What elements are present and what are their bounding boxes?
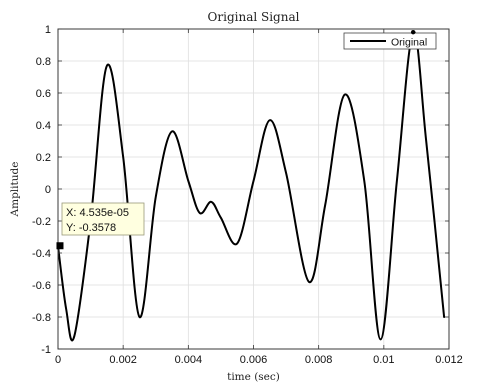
y-tick-label: -0.8 — [32, 312, 51, 324]
x-tick-label: 0.006 — [240, 354, 268, 366]
legend-box — [343, 32, 437, 50]
chart-title: Original Signal — [208, 10, 300, 24]
x-tick-label: 0.008 — [305, 354, 333, 366]
y-tick-label: -0.6 — [32, 280, 51, 292]
x-tick-label: 0 — [55, 354, 61, 366]
x-tick-label: 0.012 — [435, 354, 463, 366]
y-tick-label: 0.8 — [36, 56, 51, 68]
x-axis-label: time (sec) — [227, 371, 280, 383]
series-line-original — [57, 31, 446, 342]
legend-label-original: Original — [391, 37, 427, 49]
y-tick-label: -1 — [41, 344, 51, 356]
datatip-marker[interactable] — [56, 242, 64, 250]
x-tick-label: 0.01 — [373, 354, 394, 366]
y-tick-label: -0.2 — [32, 216, 51, 228]
y-tick-label: 0 — [45, 184, 51, 196]
peak-dot — [410, 30, 416, 35]
datatip-x-text: X: 4.535e-05 — [66, 207, 129, 219]
y-axis-label: Amplitude — [9, 162, 21, 218]
y-tick-label: 0.4 — [36, 120, 51, 132]
axis-ticks — [57, 28, 450, 350]
x-tick-label: 0.004 — [175, 354, 203, 366]
y-tick-label: 0.6 — [36, 88, 51, 100]
x-tick-label: 0.002 — [109, 354, 137, 366]
datatip-y-text: Y: -0.3578 — [66, 222, 116, 234]
datatip-box[interactable] — [61, 202, 145, 236]
y-tick-label: -0.4 — [32, 248, 51, 260]
y-tick-label: 0.2 — [36, 152, 51, 164]
datatip[interactable]: X: 4.535e-05 Y: -0.3578 — [56, 202, 145, 250]
tick-labels: 0 0.002 0.004 0.006 0.008 0.01 0.012 -1 -0.8 -0.6… — [32, 24, 463, 366]
legend: Original — [343, 32, 437, 50]
y-tick-label: 1 — [45, 24, 51, 36]
